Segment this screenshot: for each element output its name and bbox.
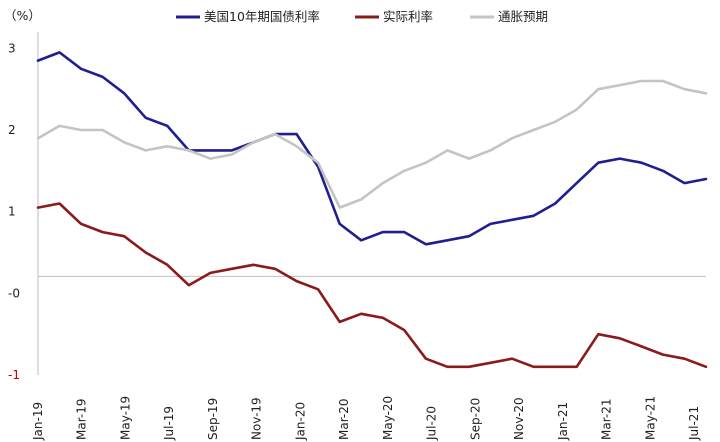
x-tick-label: Mar-20	[337, 399, 351, 440]
x-tick-label: Jul-20	[425, 406, 439, 441]
x-tick-label: Jan-19	[31, 402, 45, 441]
legend-label-1: 实际利率	[383, 9, 433, 24]
axes: 3 2 1 -0 -1 Jan-19 Mar-19 May-19 Jul-19 Sep-19 Nov…	[8, 32, 706, 441]
series-line-2	[36, 79, 708, 209]
x-tick-label: May-21	[643, 396, 657, 440]
legend-label-0: 美国10年期国债利率	[204, 9, 320, 24]
y-tick-label: 1	[8, 205, 16, 219]
series-line-0	[36, 51, 708, 246]
x-tick-label: Jan-21	[556, 402, 570, 441]
x-tick-label: Jul-19	[162, 406, 176, 441]
x-tick-label: Jul-21	[687, 406, 701, 441]
x-tick-label: Nov-20	[512, 397, 526, 440]
series-lines	[36, 51, 708, 369]
x-tick-label: Mar-19	[75, 399, 89, 440]
x-tick-label: Mar-21	[600, 399, 614, 440]
y-tick-label: 3	[8, 41, 16, 55]
x-tick-label: Sep-19	[206, 398, 220, 440]
y-tick-label: 2	[8, 123, 16, 137]
series-line-1	[36, 202, 708, 369]
x-tick-label: Jan-20	[293, 402, 307, 441]
y-tick-label: -1	[8, 368, 20, 382]
y-tick-label: -0	[8, 286, 20, 300]
x-tick-label: May-19	[118, 396, 132, 440]
legend: 美国10年期国债利率 实际利率 通胀预期	[176, 9, 548, 24]
x-tick-label: May-20	[381, 396, 395, 440]
legend-label-2: 通胀预期	[498, 9, 548, 24]
unit-label: （%）	[4, 8, 41, 23]
x-tick-label: Sep-20	[468, 398, 482, 440]
x-tick-label: Nov-19	[250, 397, 264, 440]
